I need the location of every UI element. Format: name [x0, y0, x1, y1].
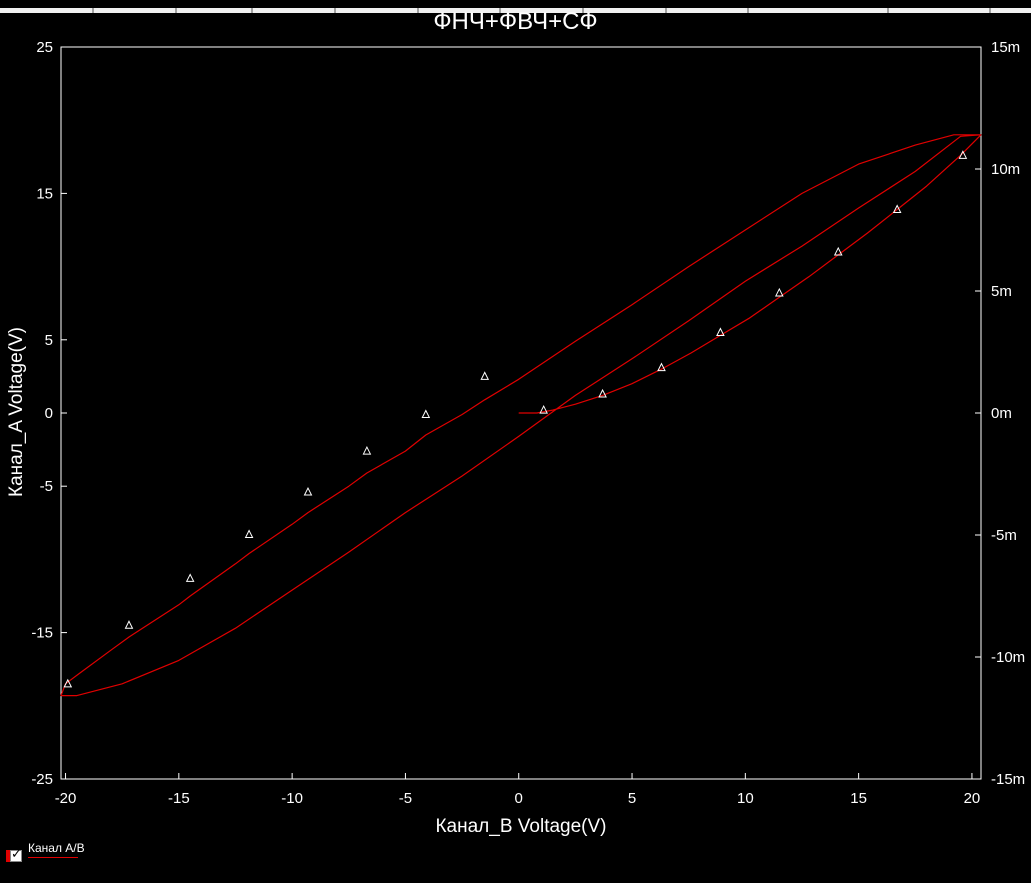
data-point-marker — [775, 287, 784, 297]
tab-strip-graphic — [0, 8, 1031, 13]
data-point-marker — [892, 204, 902, 214]
tick-layer: -20 -15 -10 -5 0 5 10 15 20 25 15 5 0 -5 -15 -25 15m 10m 5… — [31, 39, 1025, 807]
y2-tick-label: 5m — [991, 283, 1012, 300]
x-tick-label: 0 — [515, 790, 523, 807]
x-tick-label: -20 — [55, 790, 77, 807]
data-point-marker — [362, 445, 372, 455]
y-tick-label: 5 — [45, 332, 53, 349]
y-tick-label: 25 — [36, 39, 53, 56]
x-tick-label: -15 — [168, 790, 190, 807]
data-point-marker — [657, 362, 666, 372]
y-tick-label: -25 — [31, 771, 53, 788]
series-line — [60, 134, 982, 697]
x-tick-label: 15 — [850, 790, 867, 807]
y2-tick-label: 15m — [991, 39, 1020, 56]
legend-label: Канал A/B — [28, 841, 85, 855]
trace-layer — [60, 134, 982, 697]
y2-tick-label: -5m — [991, 527, 1017, 544]
data-point-marker — [63, 678, 73, 688]
y2-tick-label: -15m — [991, 771, 1025, 788]
data-point-marker — [185, 573, 195, 582]
y-tick-label: 0 — [45, 405, 53, 422]
legend-checkbox[interactable] — [10, 847, 22, 862]
y2-tick-label: 0m — [991, 405, 1012, 422]
chart-title: ФНЧ+ФВЧ+СФ — [433, 8, 598, 35]
y-tick-label: -5 — [40, 478, 53, 495]
y2-tick-label: -10m — [991, 649, 1025, 666]
y-tick-label: -15 — [31, 625, 53, 642]
legend: Канал A/B — [6, 840, 126, 864]
data-point-marker — [303, 486, 313, 496]
x-axis-label: Канал_B Voltage(V) — [435, 816, 606, 837]
legend-line-sample — [28, 857, 78, 858]
x-tick-label: 10 — [737, 790, 754, 807]
data-point-marker — [539, 404, 548, 414]
data-point-marker — [421, 409, 431, 418]
marker-layer — [63, 150, 968, 688]
legend-color-marker — [6, 850, 11, 862]
y-axis-label: Канал_A Voltage(V) — [6, 327, 27, 497]
x-tick-label: -10 — [281, 790, 303, 807]
data-point-marker — [716, 327, 725, 336]
data-point-marker — [833, 246, 843, 256]
x-tick-label: 5 — [628, 790, 636, 807]
y2-tick-label: 10m — [991, 161, 1020, 178]
data-point-marker — [244, 529, 254, 539]
data-point-marker — [598, 388, 607, 398]
x-tick-label: -5 — [399, 790, 412, 807]
window-top-strip — [0, 0, 1031, 13]
x-tick-label: 20 — [964, 790, 981, 807]
y-tick-label: 15 — [36, 185, 53, 202]
data-point-marker — [124, 620, 134, 629]
data-point-marker — [958, 150, 968, 159]
data-point-marker — [480, 371, 490, 380]
